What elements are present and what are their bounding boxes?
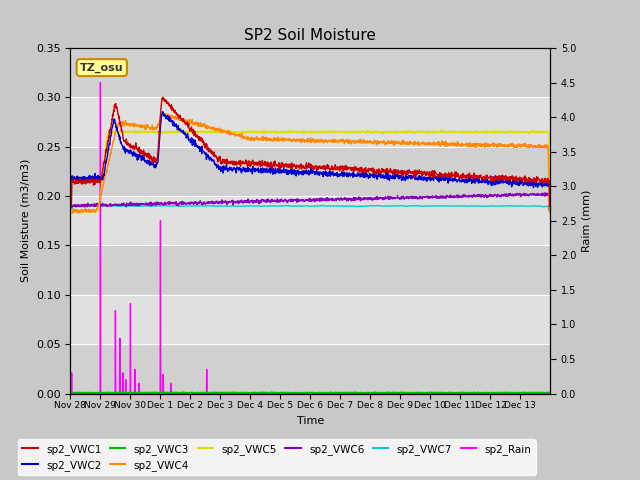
Bar	[70, 344, 550, 394]
Text: TZ_osu: TZ_osu	[80, 62, 124, 73]
Bar	[70, 196, 550, 245]
Title: SP2 Soil Moisture: SP2 Soil Moisture	[244, 28, 376, 43]
Bar	[70, 48, 550, 97]
Bar	[70, 245, 550, 295]
Legend: sp2_VWC1, sp2_VWC2, sp2_VWC3, sp2_VWC4, sp2_VWC5, sp2_VWC6, sp2_VWC7, sp2_Rain: sp2_VWC1, sp2_VWC2, sp2_VWC3, sp2_VWC4, …	[18, 439, 536, 475]
Y-axis label: Soil Moisture (m3/m3): Soil Moisture (m3/m3)	[20, 159, 30, 283]
Y-axis label: Raim (mm): Raim (mm)	[582, 190, 592, 252]
Bar	[70, 97, 550, 147]
X-axis label: Time: Time	[297, 416, 324, 426]
Bar	[70, 295, 550, 344]
Bar	[70, 147, 550, 196]
